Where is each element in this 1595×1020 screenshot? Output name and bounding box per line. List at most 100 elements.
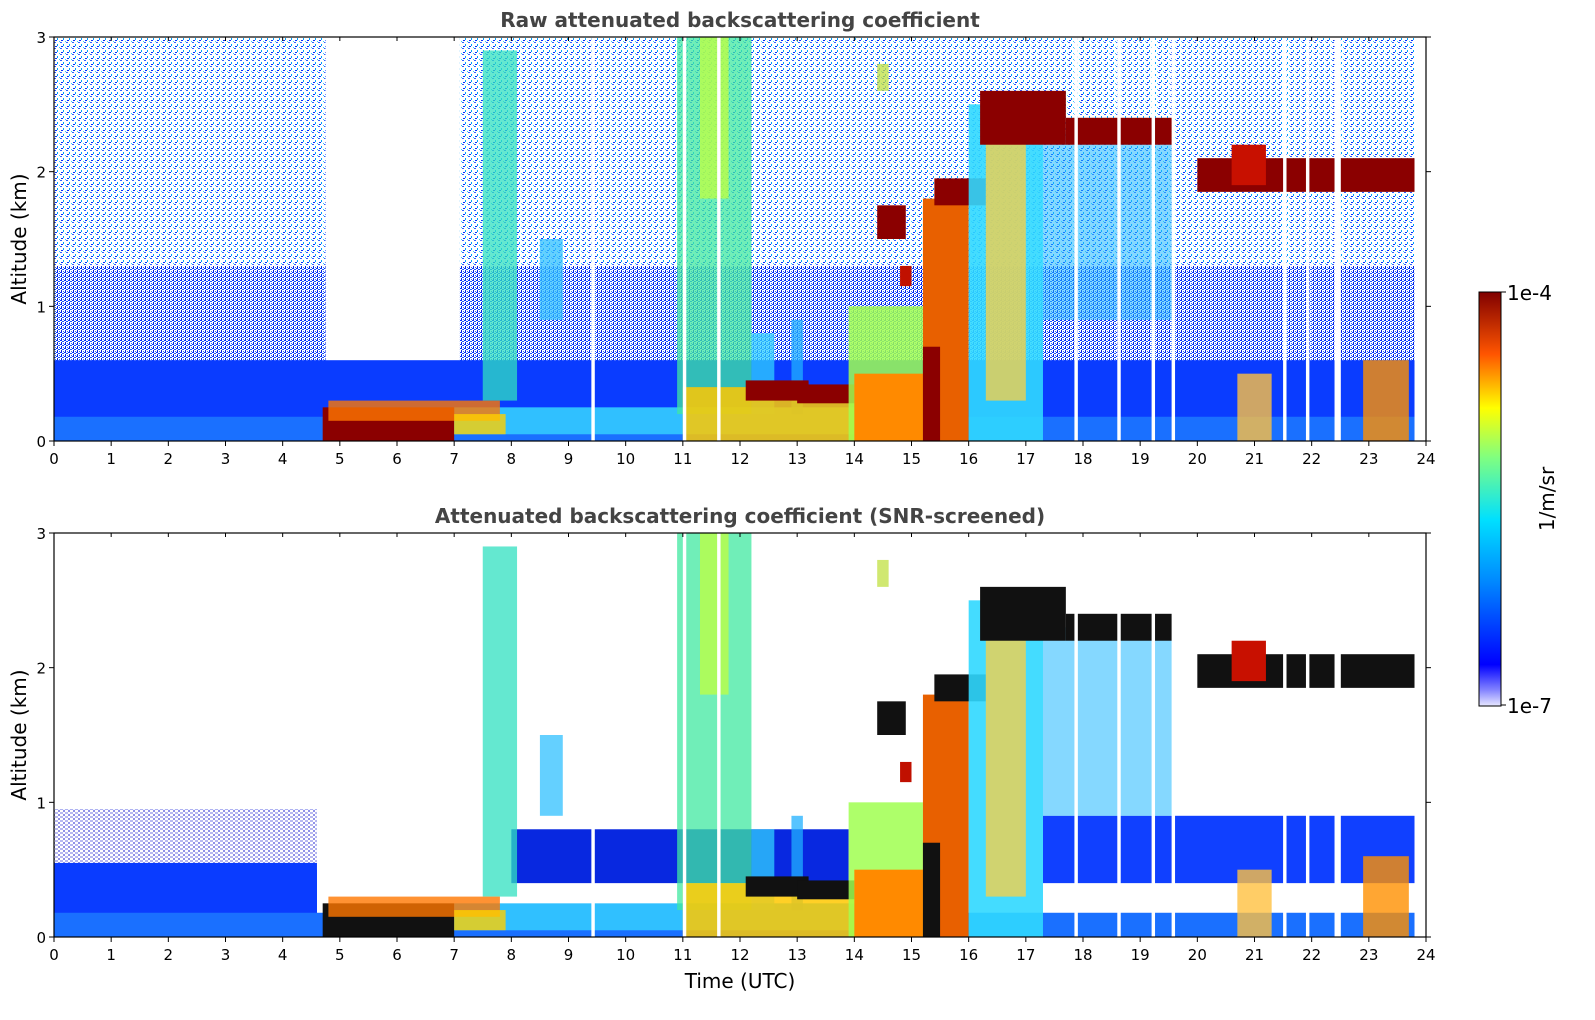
y-tick-label: 2 <box>36 660 46 678</box>
missing-profile <box>1305 533 1310 937</box>
y-axis-label: Altitude (km) <box>7 669 31 800</box>
cloud-patch <box>900 761 912 783</box>
x-tick-label: 17 <box>1016 450 1035 468</box>
x-tick-label: 16 <box>959 450 978 468</box>
panel-title: Attenuated backscattering coefficient (S… <box>435 504 1045 528</box>
boundary-layer <box>1042 815 1415 884</box>
cloud-layer <box>1231 144 1266 186</box>
missing-profile <box>1117 37 1121 441</box>
virga-column <box>854 869 923 937</box>
missing-profile <box>1171 37 1176 441</box>
mid-level-cloud <box>980 90 1066 145</box>
x-tick-label: 20 <box>1188 450 1207 468</box>
aerosol-streak <box>1237 373 1272 441</box>
aerosol-streak <box>1363 856 1409 937</box>
x-tick-label: 7 <box>449 946 459 964</box>
aerosol-column <box>539 735 563 816</box>
missing-profile <box>1074 533 1078 937</box>
missing-profile <box>1151 533 1156 937</box>
x-tick-label: 6 <box>392 946 402 964</box>
virga-core <box>922 842 941 937</box>
x-tick-label: 17 <box>1016 946 1035 964</box>
x-tick-label: 9 <box>564 946 574 964</box>
aerosol-streak <box>1237 869 1272 937</box>
missing-profile <box>1334 533 1338 937</box>
colorbar-unit-label: 1/m/sr <box>1535 466 1559 531</box>
heatmap-area <box>54 37 1426 441</box>
x-tick-label: 21 <box>1245 450 1264 468</box>
y-tick-label: 0 <box>36 433 46 451</box>
x-tick-label: 14 <box>845 946 864 964</box>
missing-profile <box>591 37 595 441</box>
mid-level-cloud <box>980 586 1066 641</box>
missing-profile <box>1074 37 1078 441</box>
x-tick-label: 2 <box>164 946 174 964</box>
aerosol-streak <box>1363 360 1409 441</box>
panel-title: Raw attenuated backscattering coefficien… <box>500 8 980 32</box>
colorbar-max-label: 1e-4 <box>1507 281 1552 305</box>
missing-profile <box>1337 533 1341 937</box>
low-dense-layer-edge <box>454 414 506 435</box>
aerosol-column <box>791 815 803 911</box>
snr-screened-panel: Attenuated backscattering coefficient (S… <box>7 504 1436 993</box>
x-tick-label: 7 <box>449 450 459 468</box>
x-tick-label: 19 <box>1131 946 1150 964</box>
x-tick-label: 3 <box>221 946 231 964</box>
aerosol-column <box>877 559 889 587</box>
x-tick-label: 24 <box>1416 450 1435 468</box>
x-tick-label: 15 <box>902 450 921 468</box>
screened-region <box>322 533 500 904</box>
aerosol-column <box>877 63 889 91</box>
colorbar-gradient <box>1478 291 1502 707</box>
y-axis: 0 1 2 3 <box>36 525 1431 947</box>
x-tick-label: 0 <box>49 946 59 964</box>
aerosol-column <box>699 37 729 199</box>
x-tick-label: 23 <box>1359 946 1378 964</box>
cloud-patch <box>877 205 906 239</box>
mixed-layer-top <box>797 880 855 900</box>
x-tick-label: 2 <box>164 450 174 468</box>
x-tick-label: 3 <box>221 450 231 468</box>
x-axis-label: Time (UTC) <box>684 969 796 993</box>
aerosol-column <box>482 50 518 401</box>
missing-profile <box>717 37 721 441</box>
low-dense-layer-edge <box>454 910 506 931</box>
x-tick-label: 0 <box>49 450 59 468</box>
cloud-patch <box>877 701 906 735</box>
x-tick-label: 8 <box>507 450 517 468</box>
y-tick-label: 1 <box>36 298 46 316</box>
cloud-patch <box>900 265 912 287</box>
x-tick-label: 11 <box>673 450 692 468</box>
x-tick-label: 1 <box>106 450 116 468</box>
missing-profile <box>682 533 687 937</box>
x-tick-label: 13 <box>788 946 807 964</box>
y-tick-label: 1 <box>36 794 46 812</box>
missing-profile <box>1151 37 1156 441</box>
x-axis: 0 1 2 3 4 5 6 7 8 9 10 11 12 13 14 15 16 17 18 19 20 21 22 23 24 <box>49 37 1436 468</box>
x-tick-label: 22 <box>1302 450 1321 468</box>
y-axis: 0 1 2 3 <box>36 29 1431 451</box>
x-tick-label: 4 <box>278 946 288 964</box>
missing-profile <box>1117 533 1121 937</box>
cloud-layer <box>1231 640 1266 682</box>
x-tick-label: 12 <box>730 450 749 468</box>
x-tick-label: 8 <box>507 946 517 964</box>
y-tick-label: 0 <box>36 929 46 947</box>
y-axis-label: Altitude (km) <box>7 173 31 304</box>
missing-profile <box>1283 533 1287 937</box>
y-tick-label: 2 <box>36 164 46 182</box>
x-tick-label: 21 <box>1245 946 1264 964</box>
boundary-layer-top <box>54 809 317 863</box>
x-tick-label: 20 <box>1188 946 1207 964</box>
aerosol-column <box>539 239 563 320</box>
x-tick-label: 24 <box>1416 946 1435 964</box>
x-tick-label: 18 <box>1073 946 1092 964</box>
virga-column <box>985 613 1026 897</box>
missing-profile <box>1305 37 1310 441</box>
mixed-layer-top <box>745 380 809 401</box>
y-tick-label: 3 <box>36 525 46 543</box>
mixed-layer-top <box>797 384 855 404</box>
x-tick-label: 16 <box>959 946 978 964</box>
aerosol-column <box>791 319 803 415</box>
